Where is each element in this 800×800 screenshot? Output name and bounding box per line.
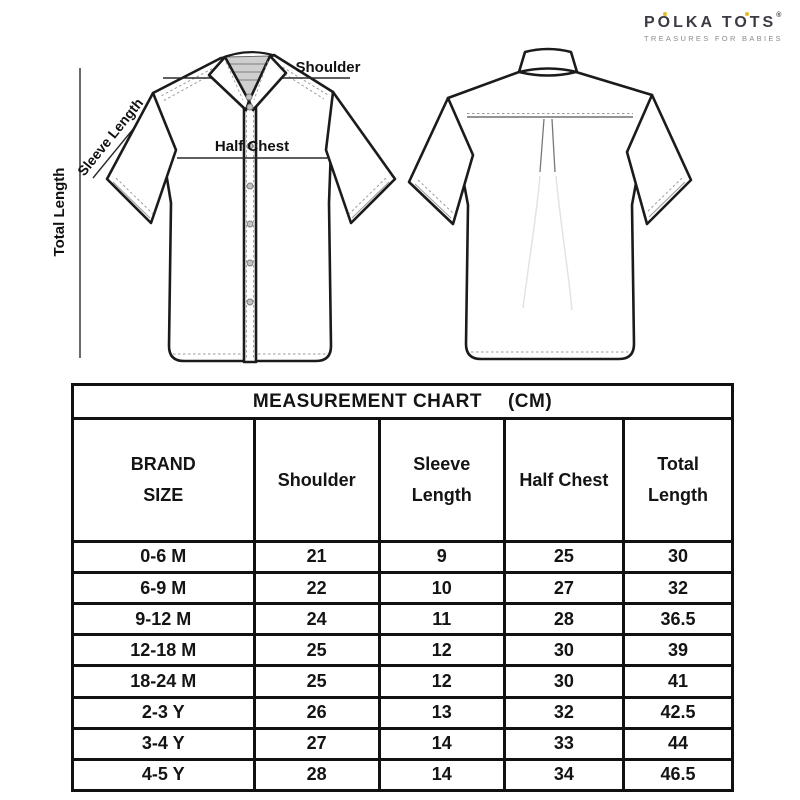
brand-name: POLKA TOTS [644,14,777,31]
value-cell: 27 [252,726,381,761]
button-row [245,93,254,306]
value-cell: 25 [502,539,626,574]
size-cell: 18-24 M [71,664,256,699]
value-cell: 46.5 [622,757,734,793]
column-header-sleeve-length: Sleeve Length [377,417,506,543]
value-cell: 28 [502,602,626,637]
value-cell: 22 [252,570,381,606]
value-cell: 30 [622,539,734,574]
table-row: 9-12 M 24 11 28 36.5 [71,602,734,637]
shoulder-label: Shoulder [295,59,360,76]
column-header-half-chest: Half Chest [502,417,626,543]
table-row: 2-3 Y 26 13 32 42.5 [71,695,734,730]
total-length-label: Total Length [51,168,68,257]
column-header-brand-size: BRAND SIZE [71,417,256,543]
table-row: 0-6 M 21 9 25 30 [71,539,734,574]
column-header-shoulder: Shoulder [252,417,381,543]
value-cell: 9 [377,539,506,574]
value-cell: 32 [622,570,734,606]
value-cell: 39 [622,633,734,668]
value-cell: 14 [377,726,506,761]
shirt-diagram-svg: Shoulder Half Chest Sleeve Length Total … [51,47,693,364]
brand-tagline: TREASURES FOR BABIES [644,34,783,43]
value-cell: 33 [502,726,626,761]
value-cell: 25 [252,633,381,668]
column-header-total-length: Total Length [622,417,734,543]
back-shirt-drawing [407,47,693,361]
front-shirt-collar-placket [207,51,288,364]
table-row: 4-5 Y 28 14 34 46.5 [71,757,734,793]
size-cell: 12-18 M [71,633,256,668]
value-cell: 11 [377,602,506,637]
value-cell: 26 [252,695,381,730]
value-cell: 44 [622,726,734,761]
value-cell: 32 [502,695,626,730]
table-unit: (CM) [507,390,553,412]
value-cell: 10 [377,570,506,606]
value-cell: 12 [377,633,506,668]
polka-dot-icon [663,12,667,16]
table-row: 3-4 Y 27 14 33 44 [71,726,734,761]
value-cell: 21 [252,539,381,574]
size-cell: 3-4 Y [71,726,256,761]
value-cell: 12 [377,664,506,699]
measurement-table: MEASUREMENT CHART (CM) BRAND SIZE Shoulde… [71,382,734,793]
size-cell: 9-12 M [71,602,256,637]
value-cell: 14 [377,757,506,793]
table-title: MEASUREMENT CHART [252,390,482,412]
value-cell: 25 [252,664,381,699]
value-cell: 36.5 [622,602,734,637]
brand-logo: POLKA TOTS® TREASURES FOR BABIES [644,12,794,43]
table-row: 18-24 M 25 12 30 41 [71,664,734,699]
table-row: 6-9 M 22 10 27 32 [71,570,734,606]
value-cell: 30 [502,633,626,668]
polka-dot-icon [745,12,749,16]
value-cell: 24 [252,602,381,637]
shirt-diagram: Shoulder Half Chest Sleeve Length Total … [0,0,800,385]
value-cell: 42.5 [622,695,734,730]
registered-trademark-icon: ® [776,12,782,19]
table-header-row: BRAND SIZE Shoulder Sleeve Length Half C… [71,417,734,543]
value-cell: 34 [502,757,626,793]
size-cell: 2-3 Y [71,695,256,730]
value-cell: 28 [252,757,381,793]
table-row: 12-18 M 25 12 30 39 [71,633,734,668]
value-cell: 27 [502,570,626,606]
half-chest-label: Half Chest [215,138,289,155]
size-cell: 4-5 Y [71,757,256,793]
value-cell: 41 [622,664,734,699]
size-cell: 6-9 M [71,570,256,606]
size-cell: 0-6 M [71,539,256,574]
value-cell: 30 [502,664,626,699]
value-cell: 13 [377,695,506,730]
table-title-row: MEASUREMENT CHART (CM) [71,382,734,421]
table-title-cell: MEASUREMENT CHART (CM) [71,382,734,421]
